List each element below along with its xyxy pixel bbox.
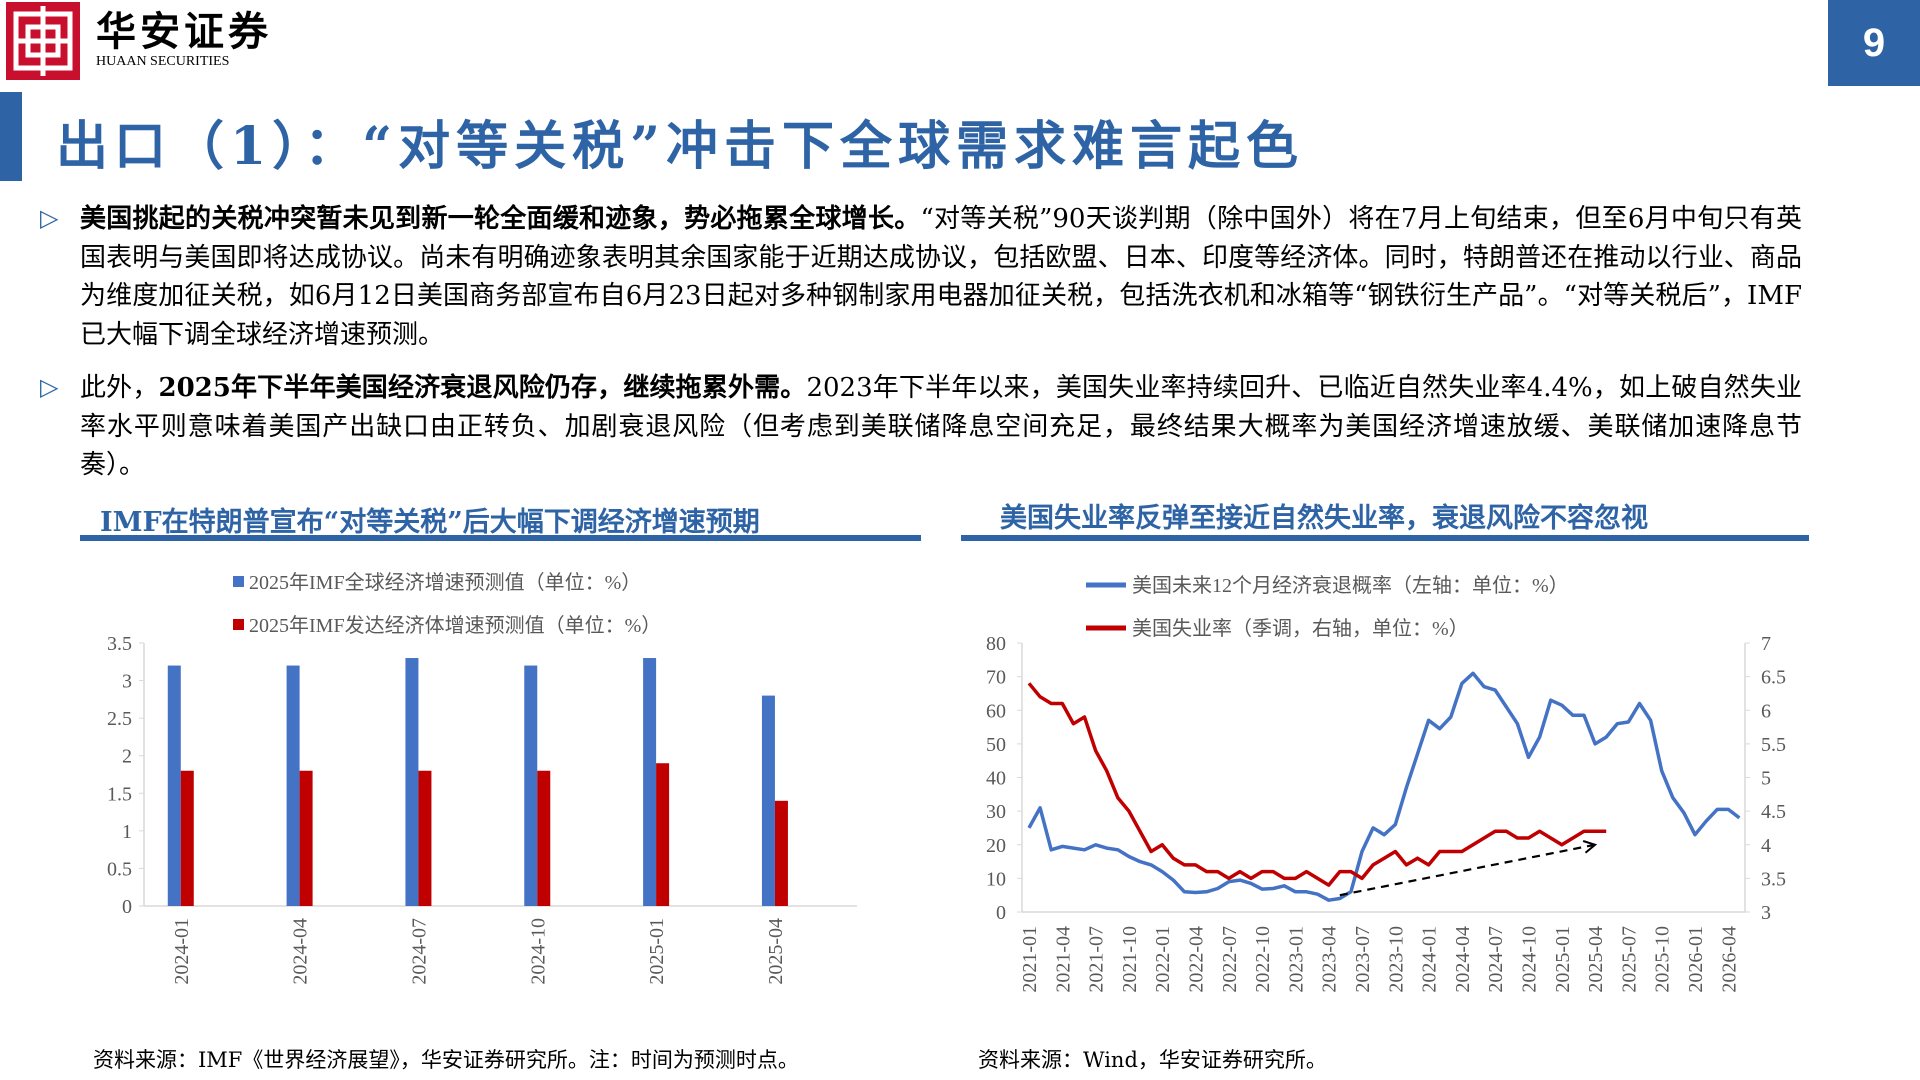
logo-text: 华安证券 HUAAN SECURITIES [96,10,272,70]
left-chart-title: IMF在特朗普宣布“对等关税”后大幅下调经济增速预期 [100,507,760,538]
line-x-tick-label: 2022-10 [1252,926,1274,993]
bullet-arrow-icon: ▷ [40,373,59,401]
line-legend-label: 美国失业率（季调，右轴，单位：%） [1132,617,1469,640]
bar-global [524,665,538,906]
recession-probability-line [1027,671,1741,902]
bullet-arrow-icon: ▷ [40,204,59,232]
bar-x-tick-label: 2024-04 [290,918,312,985]
bar-legend-label: 2025年IMF全球经济增速预测值（单位：%） [249,571,641,594]
line-right-tick-label: 6 [1761,700,1771,722]
line-left-tick-label: 0 [996,902,1006,924]
bar-x-tick-label: 2024-10 [527,918,549,985]
logo-chinese-name: 华安证券 [96,8,272,55]
line-x-tick-label: 2025-10 [1652,926,1674,993]
bar-legend-label: 2025年IMF发达经济体增速预测值（单位：%） [249,614,661,637]
line-x-tick-label: 2021-01 [1019,926,1041,993]
paragraph-1-bold: 美国挑起的关税冲突暂未见到新一轮全面缓和迹象，势必拖累全球增长。 [80,204,921,234]
line-x-tick-label: 2025-01 [1552,926,1574,993]
line-x-tick-label: 2026-01 [1685,926,1707,993]
logo-english-name: HUAAN SECURITIES [96,54,230,69]
title-accent-bar [0,92,22,181]
line-right-tick-label: 4 [1761,835,1771,857]
trend-arrow [1339,845,1595,897]
bar-x-tick-label: 2024-07 [408,918,430,985]
line-right-tick-label: 7 [1761,633,1771,655]
paragraph-1-text: “对等关税”90天谈判期（除中国外）将在7月上旬结束，但至6月中旬只有英国表明与… [80,204,1802,350]
line-left-tick-label: 50 [986,734,1006,756]
bar-y-tick-label: 0 [122,896,132,918]
line-left-tick-label: 80 [986,633,1006,655]
bar-y-tick-label: 1.5 [107,783,132,805]
paragraph-2-text: 2023年下半年以来，美国失业率持续回升、已临近自然失业率4.4%，如上破自然失… [80,373,1802,480]
bar-global [405,658,419,906]
bar-y-tick-label: 2 [122,746,132,768]
line-x-tick-label: 2023-10 [1385,926,1407,993]
bar-y-tick-label: 3 [122,671,132,693]
bar-legend-swatch [233,576,244,587]
bar-advanced [299,770,313,906]
line-right-tick-label: 5 [1761,768,1771,790]
paragraph-2-prefix: 此外， [80,373,159,403]
line-x-tick-label: 2023-07 [1352,926,1374,993]
page-number: 9 [1828,0,1920,86]
paragraph-2: 此外，2025年下半年美国经济衰退风险仍存，继续拖累外需。2023年下半年以来，… [80,369,1802,485]
line-right-tick-label: 3 [1761,902,1771,924]
line-right-tick-label: 5.5 [1761,734,1786,756]
line-x-tick-label: 2024-04 [1452,926,1474,993]
line-left-tick-label: 30 [986,801,1006,823]
bar-global [643,658,657,906]
bar-x-tick-label: 2025-04 [765,918,787,985]
left-chart-source: 资料来源：IMF《世界经济展望》，华安证券研究所。注：时间为预测时点。 [93,1048,799,1072]
line-x-tick-label: 2022-01 [1152,926,1174,993]
line-legend-label: 美国未来12个月经济衰退概率（左轴：单位：%） [1132,574,1569,597]
line-x-tick-label: 2022-07 [1219,926,1241,993]
line-left-tick-label: 60 [986,700,1006,722]
line-x-tick-label: 2026-04 [1718,926,1740,993]
right-chart-title-underline [961,535,1809,541]
line-x-tick-label: 2023-04 [1319,926,1341,993]
bar-global [167,665,181,906]
company-logo [6,2,80,80]
right-chart-source: 资料来源：Wind，华安证券研究所。 [978,1048,1327,1072]
bar-y-tick-label: 2.5 [107,708,132,730]
bar-x-tick-label: 2024-01 [171,918,193,985]
line-x-tick-label: 2021-04 [1052,926,1074,993]
line-right-tick-label: 4.5 [1761,801,1786,823]
bar-advanced [180,770,194,906]
bar-advanced [656,763,670,906]
left-chart-title-underline [80,535,921,541]
paragraph-2-bold: 2025年下半年美国经济衰退风险仍存，继续拖累外需。 [158,373,807,403]
line-left-tick-label: 40 [986,768,1006,790]
bar-advanced [537,770,551,906]
bar-global [286,665,300,906]
unemployment-rate-line [1027,682,1607,887]
right-chart-title: 美国失业率反弹至接近自然失业率，衰退风险不容忽视 [1000,503,1648,534]
line-left-tick-label: 70 [986,667,1006,689]
page-title: 出口（1）：“对等关税”冲击下全球需求难言起色 [56,116,1305,177]
line-x-tick-label: 2021-10 [1119,926,1141,993]
line-left-tick-label: 20 [986,835,1006,857]
bar-y-tick-label: 0.5 [107,858,132,880]
bar-x-tick-label: 2025-01 [646,918,668,985]
line-x-tick-label: 2024-01 [1419,926,1441,993]
line-x-tick-label: 2024-07 [1485,926,1507,993]
line-left-tick-label: 10 [986,868,1006,890]
paragraph-1: 美国挑起的关税冲突暂未见到新一轮全面缓和迹象，势必拖累全球增长。“对等关税”90… [80,200,1802,354]
line-x-tick-label: 2024-10 [1519,926,1541,993]
bar-y-tick-label: 3.5 [107,633,132,655]
line-right-tick-label: 3.5 [1761,868,1786,890]
line-x-tick-label: 2021-07 [1086,926,1108,993]
bar-global [761,695,775,906]
line-x-tick-label: 2022-04 [1186,926,1208,993]
line-right-tick-label: 6.5 [1761,667,1786,689]
bar-y-tick-label: 1 [122,821,132,843]
line-x-tick-label: 2025-07 [1618,926,1640,993]
bar-legend-swatch [233,619,244,630]
bar-advanced [774,800,788,906]
line-x-tick-label: 2025-04 [1585,926,1607,993]
bar-advanced [418,770,432,906]
line-x-tick-label: 2023-01 [1285,926,1307,993]
